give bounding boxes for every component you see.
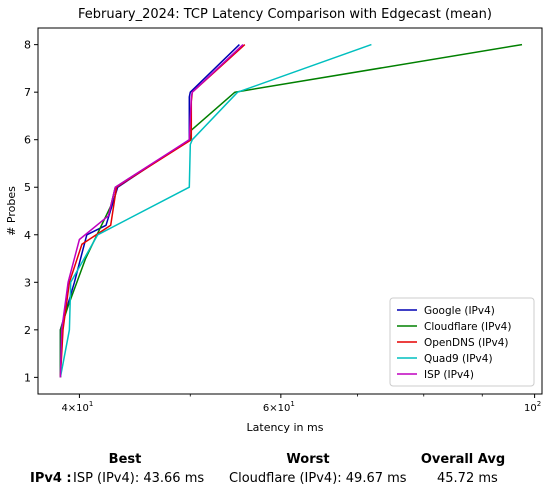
y-tick-label-3: 4 <box>24 229 31 242</box>
y-tick-label-7: 8 <box>24 39 31 52</box>
y-tick-label-5: 6 <box>24 134 31 147</box>
summary-header-avg: Overall Avg <box>420 452 506 467</box>
summary-table: Best Worst Overall Avg IPv4 : ISP (IPv4)… <box>0 448 548 494</box>
summary-avg-value: 45.72 ms <box>437 471 498 486</box>
legend-label-2: OpenDNS (IPv4) <box>424 337 509 349</box>
summary-header-worst: Worst <box>286 452 330 467</box>
legend-box <box>389 297 535 387</box>
y-tick-label-6: 7 <box>24 86 31 99</box>
y-tick-label-2: 3 <box>24 276 31 289</box>
chart-title: February_2024: TCP Latency Comparison wi… <box>78 7 492 22</box>
summary-header-best: Best <box>108 452 142 467</box>
y-axis-label: # Probes <box>5 186 18 236</box>
summary-row-label: IPv4 : <box>30 471 72 486</box>
y-tick-label-4: 5 <box>24 181 31 194</box>
series-line-4 <box>59 44 244 378</box>
legend-label-4: ISP (IPv4) <box>424 369 474 381</box>
latency-chart: February_2024: TCP Latency Comparison wi… <box>5 7 543 434</box>
x-axis-label: Latency in ms <box>247 421 324 434</box>
series-layer <box>59 43 523 378</box>
x-axis: 4×101 6×101 102 <box>61 394 541 414</box>
x-tick-label-0: 4×101 <box>61 400 93 414</box>
legend-label-1: Cloudflare (IPv4) <box>424 321 511 333</box>
summary-worst-value: Cloudflare (IPv4): 49.67 ms <box>229 471 407 486</box>
legend: Google (IPv4) Cloudflare (IPv4) OpenDNS (I… <box>389 297 535 387</box>
y-tick-label-1: 2 <box>24 324 31 337</box>
legend-label-3: Quad9 (IPv4) <box>424 353 493 365</box>
y-tick-label-0: 1 <box>24 371 31 384</box>
y-axis: 1 2 3 4 5 6 7 8 <box>24 39 38 384</box>
summary-best-value: ISP (IPv4): 43.66 ms <box>73 471 205 486</box>
series-line-3 <box>59 43 372 378</box>
legend-label-0: Google (IPv4) <box>424 305 495 317</box>
x-tick-label-2: 102 <box>524 400 541 414</box>
x-tick-label-1: 6×101 <box>263 400 295 414</box>
